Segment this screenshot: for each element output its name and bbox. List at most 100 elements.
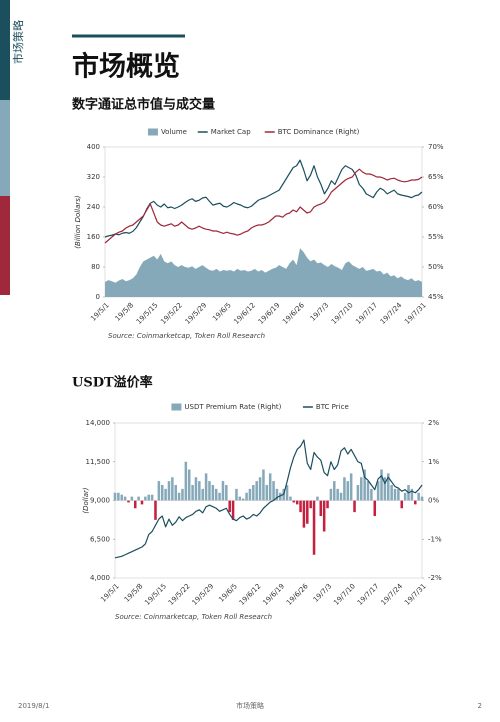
bar: [201, 488, 204, 501]
bar: [272, 481, 275, 501]
bar: [349, 473, 353, 501]
x-tick-label: 19/6/19: [261, 582, 286, 607]
bar: [366, 481, 370, 501]
bar: [265, 485, 269, 501]
y2-tick-label: -1%: [428, 535, 442, 543]
y2-tick-label: 70%: [428, 143, 444, 151]
bar: [120, 494, 124, 501]
bar: [333, 481, 336, 501]
bar: [147, 494, 151, 501]
x-tick-label: 19/7/3: [309, 301, 331, 323]
bar: [329, 488, 333, 501]
bar: [133, 500, 137, 509]
y-tick-label: 14,000: [86, 419, 111, 427]
bar: [356, 485, 360, 501]
bar: [164, 488, 167, 501]
bar: [363, 469, 366, 501]
y2-tick-label: 45%: [428, 293, 444, 301]
bar: [140, 500, 144, 505]
bar: [420, 496, 424, 501]
bar: [191, 485, 194, 501]
x-tick-label: 19/7/17: [356, 582, 381, 607]
x-tick-label: 19/5/8: [123, 582, 145, 604]
line: [114, 439, 423, 559]
x-tick-label: 19/6/26: [285, 582, 310, 607]
bar: [187, 469, 191, 501]
bar: [275, 488, 279, 501]
legend-swatch: [171, 403, 182, 411]
bar: [204, 473, 208, 501]
bar: [194, 477, 198, 501]
sidebar-band-mid: [0, 100, 10, 196]
bar: [177, 492, 181, 501]
footer-page: 2: [478, 702, 482, 710]
bar: [380, 469, 383, 501]
y-axis-label: (Billion Dollars): [74, 195, 82, 249]
x-tick-label: 19/7/10: [332, 582, 357, 607]
bar: [262, 469, 265, 501]
y2-tick-label: 65%: [428, 173, 444, 181]
x-tick-label: 19/6/12: [232, 301, 257, 326]
legend-label: BTC Dominance (Right): [278, 128, 360, 136]
bar: [235, 488, 238, 501]
x-tick-label: 19/6/26: [281, 301, 306, 326]
bar: [316, 496, 319, 501]
bar: [360, 477, 363, 501]
legend-swatch: [147, 128, 158, 136]
y-tick-label: 160: [87, 233, 100, 241]
x-tick-label: 19/5/22: [159, 301, 184, 326]
bar: [184, 461, 188, 501]
page-title: 市场概览: [72, 51, 180, 83]
y2-tick-label: -2%: [428, 574, 442, 582]
y-tick-label: 0: [96, 293, 100, 301]
bar: [258, 477, 262, 501]
bar: [160, 485, 164, 501]
bar: [144, 496, 147, 501]
x-tick-label: 19/6/12: [238, 582, 263, 607]
line: [104, 159, 423, 238]
bar: [214, 488, 218, 501]
x-tick-label: 19/7/31: [403, 301, 428, 326]
chart-source: Source: Coinmarketcap, Token Roll Resear…: [108, 332, 265, 340]
y-axis-label: (Dollar): [82, 487, 90, 513]
bar: [211, 485, 215, 501]
x-tick-label: 19/5/29: [191, 582, 216, 607]
bar: [413, 500, 417, 505]
bar: [400, 500, 404, 509]
bar: [241, 498, 245, 501]
x-tick-label: 19/7/24: [379, 301, 404, 326]
x-tick-label: 19/6/5: [211, 301, 233, 323]
bar: [238, 496, 242, 501]
x-tick-label: 19/5/8: [114, 301, 136, 323]
legend-label: Market Cap: [211, 128, 251, 136]
y-tick-label: 6,500: [90, 535, 110, 543]
x-tick-label: 19/6/5: [217, 582, 239, 604]
bar: [225, 485, 228, 501]
y-tick-label: 11,500: [86, 458, 111, 466]
bar: [181, 488, 184, 501]
x-tick-label: 19/5/15: [135, 301, 160, 326]
y-tick-label: 400: [87, 143, 100, 151]
bar: [252, 485, 255, 501]
y-tick-label: 4,000: [90, 574, 110, 582]
bar: [127, 500, 130, 503]
x-tick-label: 19/7/24: [379, 582, 404, 607]
bar: [346, 481, 350, 501]
x-tick-label: 19/5/29: [184, 301, 209, 326]
bar: [289, 496, 292, 501]
legend-label: USDT Premium Rate (Right): [184, 403, 281, 411]
bar: [319, 500, 323, 516]
bar: [150, 494, 154, 501]
bar: [221, 481, 225, 501]
bar: [302, 500, 306, 528]
bar: [255, 481, 258, 501]
bar: [113, 492, 117, 501]
bar: [245, 492, 248, 501]
bar: [228, 500, 231, 513]
y-tick-label: 240: [87, 203, 100, 211]
bar: [295, 500, 299, 505]
bar: [268, 473, 272, 501]
y-tick-label: 320: [87, 173, 100, 181]
bar: [137, 496, 140, 501]
